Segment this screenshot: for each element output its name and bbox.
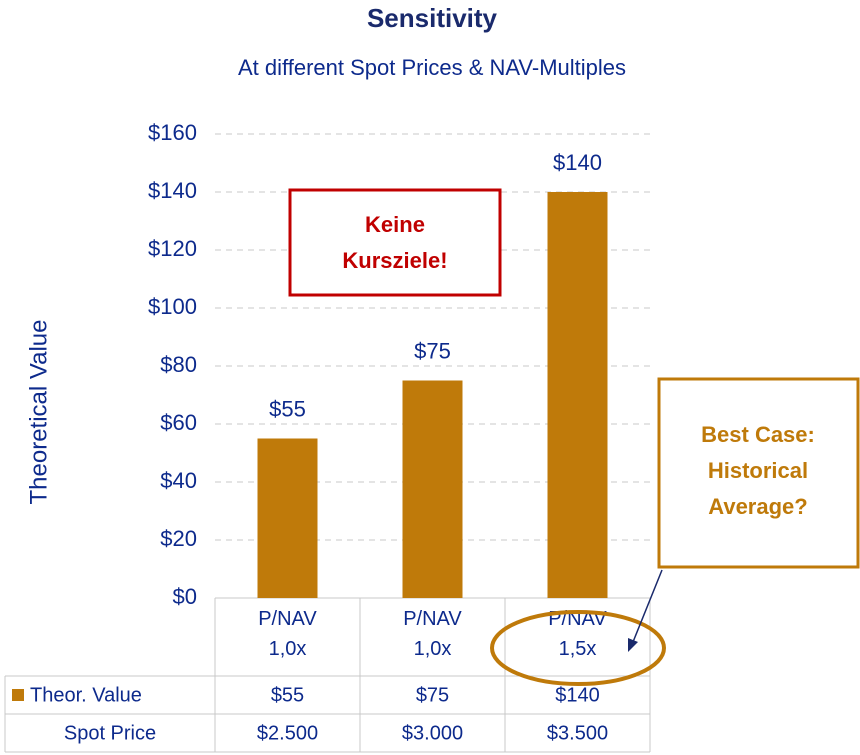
data-label: $75 bbox=[414, 338, 451, 363]
y-tick-label: $160 bbox=[148, 120, 197, 145]
arrow-head bbox=[628, 638, 638, 652]
legend-key bbox=[12, 689, 24, 701]
y-tick-label: $0 bbox=[173, 584, 197, 609]
y-tick-label: $80 bbox=[160, 352, 197, 377]
arrow-line bbox=[632, 569, 663, 643]
x-tick-label: P/NAV 1,5x bbox=[548, 608, 607, 660]
annotation-text: Average? bbox=[708, 494, 807, 519]
y-tick-label: $40 bbox=[160, 468, 197, 493]
table-cell: $140 bbox=[555, 684, 600, 706]
bar bbox=[257, 438, 318, 598]
y-tick-label: $20 bbox=[160, 526, 197, 551]
legend-label: Theor. Value bbox=[30, 684, 142, 706]
highlight-ellipse bbox=[490, 610, 666, 686]
table-cell: $2.500 bbox=[257, 722, 318, 744]
y-tick-label: $120 bbox=[148, 236, 197, 261]
chart-title: Sensitivity bbox=[367, 3, 498, 33]
annotation-box bbox=[288, 188, 502, 297]
table-row-label: Spot Price bbox=[64, 722, 156, 744]
annotation-text: Keine bbox=[365, 212, 425, 237]
x-tick-label: P/NAV 1,0x bbox=[258, 608, 317, 660]
y-axis-label: Theoretical Value bbox=[25, 320, 52, 505]
chart-subtitle: At different Spot Prices & NAV-Multiples bbox=[238, 55, 626, 80]
annotation-text: Kursziele! bbox=[342, 248, 447, 273]
table-cell: $3.500 bbox=[547, 722, 608, 744]
table-cell: $75 bbox=[416, 684, 449, 706]
table-cell: $55 bbox=[271, 684, 304, 706]
data-label: $55 bbox=[269, 396, 306, 421]
bar bbox=[547, 192, 608, 598]
y-tick-label: $140 bbox=[148, 178, 197, 203]
annotation-box bbox=[657, 377, 860, 569]
data-label: $140 bbox=[553, 150, 602, 175]
table-cell: $3.000 bbox=[402, 722, 463, 744]
annotation-text: Historical bbox=[708, 458, 808, 483]
y-tick-label: $60 bbox=[160, 410, 197, 435]
y-tick-label: $100 bbox=[148, 294, 197, 319]
bar bbox=[402, 380, 463, 598]
annotation-text: Best Case: bbox=[701, 422, 815, 447]
x-tick-label: P/NAV 1,0x bbox=[403, 608, 462, 660]
